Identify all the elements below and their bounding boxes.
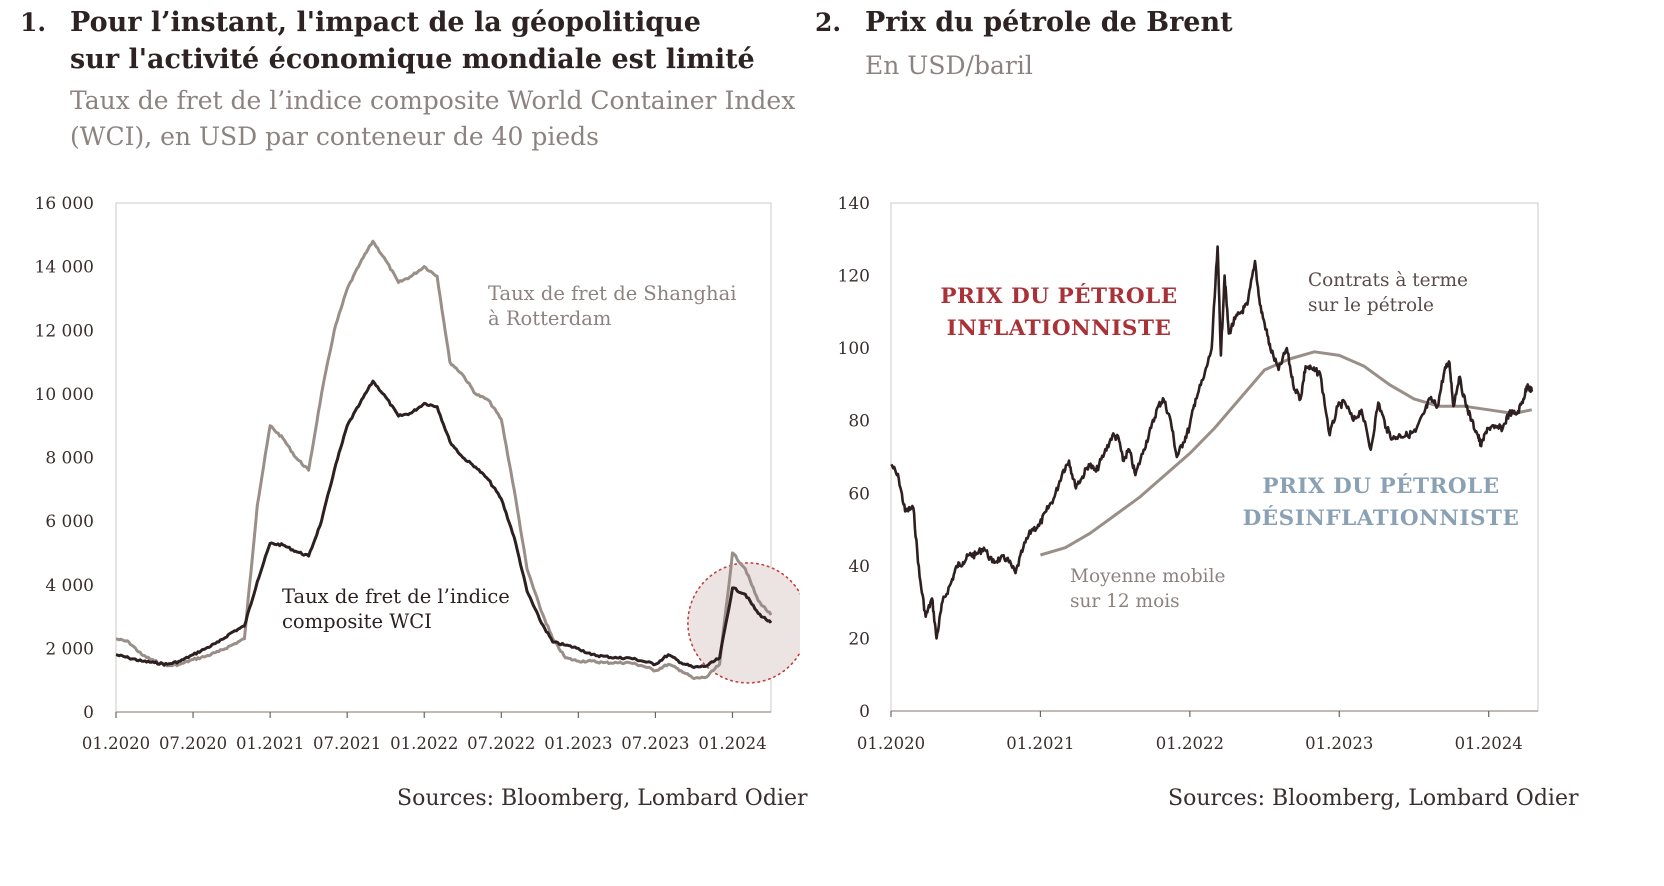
series-line-shanghai [115,239,773,681]
series-line-futures [890,245,1534,640]
y-tick-label: 40 [848,557,870,577]
x-tick-label: 07.2023 [621,734,689,753]
panel2-title: Prix du pétrole de Brent [865,7,1233,38]
y-tick-label: 0 [859,702,870,722]
annotation-moving-average: Moyenne mobile sur 12 mois [1070,566,1225,612]
y-tick-label: 0 [83,703,94,723]
y-tick-label: 6 000 [45,512,94,532]
annotation-disinflationary: PRIX DU PÉTROLE DÉSINFLATIONNISTE [1243,472,1520,531]
x-tick-label: 01.2021 [1006,734,1074,753]
panel1-source: Sources: Bloomberg, Lombard Odier [397,786,808,811]
annotation-line: Taux de fret de Shanghai [488,282,736,305]
x-tick-label: 01.2024 [698,734,766,753]
annotation-line: à Rotterdam [488,307,611,330]
x-tick-label: 01.2020 [82,734,150,753]
y-tick-label: 14 000 [35,258,94,278]
x-tick-label: 01.2024 [1455,734,1523,753]
annotation-line: PRIX DU PÉTROLE [940,282,1177,309]
x-tick-label: 07.2021 [313,734,381,753]
annotation-shanghai: Taux de fret de Shanghai à Rotterdam [488,282,736,330]
y-tick-label: 60 [848,484,870,504]
y-tick-label: 100 [838,339,870,359]
panel2-source: Sources: Bloomberg, Lombard Odier [1168,786,1579,811]
panel2-number: 2. [815,8,842,37]
x-tick-label: 01.2020 [857,734,925,753]
y-tick-label: 12 000 [35,321,94,341]
y-tick-label: 8 000 [45,449,94,469]
highlight-circle [687,562,800,684]
annotation-line: Moyenne mobile [1070,566,1225,587]
brent-price-chart: 0 20 40 60 80 100 120 140 01.2020 01.2021 01.2022 0… [838,194,1539,753]
x-tick-label: 07.2020 [159,734,227,753]
panel1-subtitle-line2: (WCI), en USD par conteneur de 40 pieds [70,122,599,151]
panel1-title-line2: sur l'activité économique mondiale est l… [70,44,755,75]
annotation-line: DÉSINFLATIONNISTE [1243,504,1520,531]
y-tick-label: 4 000 [45,576,94,596]
freight-rates-chart: 0 2 000 4 000 6 000 8 000 10 000 12 000 14 000 1… [35,194,800,753]
y-tick-label: 2 000 [45,639,94,659]
annotation-line: INFLATIONNISTE [947,316,1172,341]
panel1-number: 1. [20,8,47,37]
y-tick-label: 140 [838,194,870,214]
annotation-line: Contrats à terme [1308,270,1468,291]
x-tick-label: 01.2021 [236,734,304,753]
annotation-line: composite WCI [282,610,432,633]
annotation-line: PRIX DU PÉTROLE [1262,472,1499,499]
y-tick-label: 80 [848,412,870,432]
panel1-title: Pour l’instant, l'impact de la géopoliti… [70,4,755,78]
y-tick-label: 20 [848,629,870,649]
annotation-wci: Taux de fret de l’indice composite WCI [282,585,510,633]
annotation-line: sur 12 mois [1070,591,1180,612]
plot-frame [115,202,772,713]
y-tick-label: 16 000 [35,194,94,214]
y-tick-label: 10 000 [35,385,94,405]
x-tick-label: 01.2022 [1156,734,1224,753]
panel1-subtitle-line1: Taux de fret de l’indice composite World… [70,86,796,115]
x-tick-label: 01.2023 [1305,734,1373,753]
panel2-subtitle: En USD/baril [865,51,1033,80]
x-tick-label: 01.2022 [390,734,458,753]
series-line-wci [115,379,773,669]
annotation-line: sur le pétrole [1308,295,1434,316]
panel1-title-line1: Pour l’instant, l'impact de la géopoliti… [70,7,701,38]
y-tick-label: 120 [838,267,870,287]
x-tick-label: 01.2023 [544,734,612,753]
annotation-line: Taux de fret de l’indice [282,585,510,608]
panel1-subtitle: Taux de fret de l’indice composite World… [70,83,795,155]
annotation-inflationary: PRIX DU PÉTROLE INFLATIONNISTE [940,282,1177,341]
annotation-futures: Contrats à terme sur le pétrole [1308,270,1468,316]
x-tick-label: 07.2022 [467,734,535,753]
